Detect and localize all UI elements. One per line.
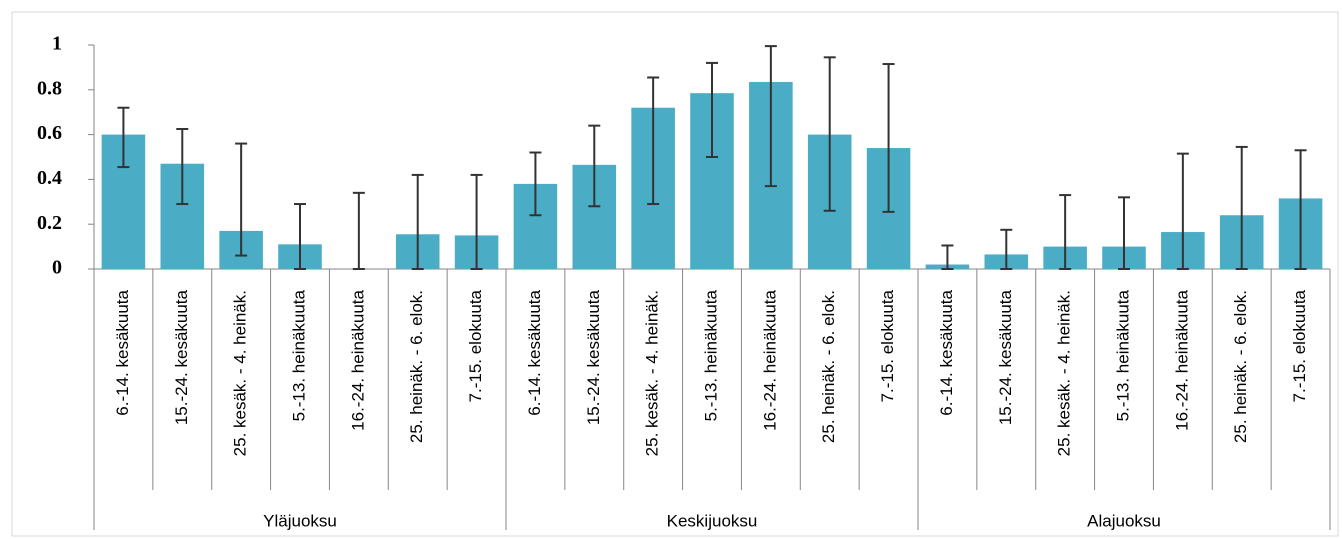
chart-frame (11, 11, 1339, 537)
y-tick-label: 0 (52, 257, 62, 279)
x-tick-label: 16.-24. heinäkuuta (760, 289, 779, 430)
y-tick-label: 0.4 (37, 167, 62, 189)
x-tick-label: 15.-24. kesäkuuta (996, 289, 1015, 425)
group-label: Alajuoksu (1087, 511, 1161, 530)
x-tick-label: 6.-14. kesäkuuta (937, 289, 956, 415)
x-tick-label: 16.-24. heinäkuuta (348, 289, 367, 430)
x-tick-label: 25. kesäk. - 4. heinäk. (231, 290, 250, 456)
x-tick-label: 25. kesäk. - 4. heinäk. (1055, 290, 1074, 456)
group-label: Keskijuoksu (667, 511, 758, 530)
x-tick-label: 25. heinäk. - 6. elok. (1231, 290, 1250, 443)
x-tick-label: 6.-14. kesäkuuta (525, 289, 544, 415)
x-tick-label: 25. kesäk. - 4. heinäk. (643, 290, 662, 456)
x-tick-label: 5.-13. heinäkuuta (1113, 289, 1132, 421)
x-tick-label: 15.-24. kesäkuuta (172, 289, 191, 425)
x-tick-label: 6.-14. kesäkuuta (113, 289, 132, 415)
y-tick-label: 0.2 (37, 212, 62, 234)
x-tick-label: 5.-13. heinäkuuta (701, 289, 720, 421)
x-tick-label: 7.-15. elokuuta (878, 289, 897, 402)
x-tick-label: 5.-13. heinäkuuta (289, 289, 308, 421)
x-tick-label: 16.-24. heinäkuuta (1172, 289, 1191, 430)
y-tick-label: 0.6 (37, 122, 62, 144)
y-tick-label: 1 (52, 33, 62, 55)
x-tick-label: 25. heinäk. - 6. elok. (407, 290, 426, 443)
x-tick-label: 7.-15. elokuuta (1290, 289, 1309, 402)
x-tick-label: 15.-24. kesäkuuta (584, 289, 603, 425)
x-tick-label: 7.-15. elokuuta (466, 289, 485, 402)
x-tick-label: 25. heinäk. - 6. elok. (819, 290, 838, 443)
group-label: Yläjuoksu (263, 511, 337, 530)
y-tick-label: 0.8 (37, 77, 62, 99)
